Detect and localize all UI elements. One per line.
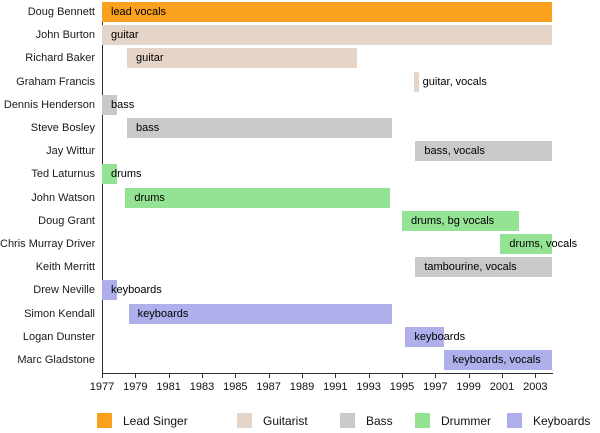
bar-instrument-label: drums [111,168,142,181]
tick-mark [335,373,337,378]
bar-instrument-label: tambourine, vocals [424,261,517,274]
legend-swatch [97,413,112,428]
timeline-bar [127,118,392,138]
legend-label: Bass [366,413,393,428]
tick-label: 1985 [223,381,248,393]
member-name: Marc Gladstone [17,354,95,366]
tick-label: 1989 [289,381,315,393]
bar-instrument-label: lead vocals [111,6,167,18]
tick-mark [135,373,137,378]
member-name: Doug Grant [38,214,95,227]
bar-instrument-label: keyboards, vocals [452,354,541,366]
member-name: Simon Kendall [24,307,95,320]
timeline-bar [443,350,552,370]
tick-label: 1995 [389,381,415,393]
tick-mark [302,373,303,378]
tick-mark [235,373,237,378]
member-name: Chris Murray Driver [0,238,96,250]
member-name: Ted Laturnus [31,168,95,181]
timeline-bar [415,257,552,278]
legend-item-bass: Bass [340,413,393,428]
timeline-bar [405,326,444,347]
tick-mark [535,373,537,378]
timeline-bar [500,234,552,254]
timeline-bar [413,71,419,92]
timeline-bar [102,164,117,185]
timeline-bar [402,210,519,231]
tick-label: 1977 [89,381,115,393]
legend-item-keyboards: Keyboards [507,413,590,428]
member-name: Logan Dunster [22,330,95,343]
tick-mark [435,373,437,378]
bar-instrument-label: bass, vocals [424,145,485,158]
member-name: John Watson [31,191,95,204]
legend-item-guitarist: Guitarist [237,413,308,428]
legend-label: Guitarist [263,413,308,428]
tick-mark [202,373,203,378]
tick-label: 1983 [189,381,215,393]
tick-mark [402,373,403,378]
bar-instrument-label: guitar, vocals [422,75,487,88]
timeline-bar [102,94,117,115]
bar-instrument-label: drums, vocals [509,238,578,250]
member-name: Dennis Henderson [3,98,95,111]
tick-label: 1981 [156,381,181,393]
x-axis-line [102,373,553,374]
bar-instrument-label: keyboards [137,307,189,320]
bar-instrument-label: drums [134,191,165,204]
timeline-bar [125,187,391,208]
tick-label: 2001 [489,381,515,393]
timeline-bar [127,48,357,69]
member-name: Doug Bennett [27,6,95,18]
y-axis-line [102,2,103,373]
member-name: Drew Neville [33,284,95,297]
legend-label: Drummer [441,413,491,428]
timeline-bar [102,280,117,301]
bar-instrument-label: guitar [111,29,139,42]
tick-label: 1991 [323,381,348,393]
legend-label: Keyboards [533,413,591,428]
legend-swatch [507,413,522,428]
tick-mark [168,373,170,378]
bar-instrument-label: drums, bg vocals [411,214,495,227]
timeline-bar [415,141,552,162]
legend-swatch [237,413,252,428]
tick-label: 1997 [423,381,448,393]
member-name: Keith Merritt [35,261,95,274]
bar-instrument-label: guitar [136,52,164,65]
legend-item-drummer: Drummer [415,413,491,428]
bar-instrument-label: bass [111,98,135,111]
tick-label: 1987 [256,381,281,393]
timeline-bar [128,303,392,324]
member-name: John Burton [35,29,95,42]
bar-instrument-label: keyboards [111,284,162,297]
tick-mark [368,373,370,378]
tick-mark [268,373,270,378]
timeline-bar [102,25,552,46]
bar-instrument-label: bass [136,122,160,134]
tick-label: 1993 [356,381,381,393]
legend-swatch [340,413,355,428]
legend-label: Lead Singer [123,413,188,428]
tick-label: 1999 [456,381,481,393]
member-name: Richard Baker [25,52,95,65]
tick-label: 1979 [123,381,148,393]
tick-label: 2003 [523,381,548,393]
legend-item-lead-singer: Lead Singer [97,413,188,428]
legend-swatch [415,413,430,428]
member-name: Steve Bosley [30,122,95,134]
tick-mark [502,373,503,378]
tick-mark [102,373,103,378]
member-name: Graham Francis [16,75,95,88]
member-name: Jay Wittur [46,145,95,158]
timeline-bar [102,2,552,22]
tick-mark [468,373,470,378]
bar-instrument-label: keyboards [414,330,466,343]
